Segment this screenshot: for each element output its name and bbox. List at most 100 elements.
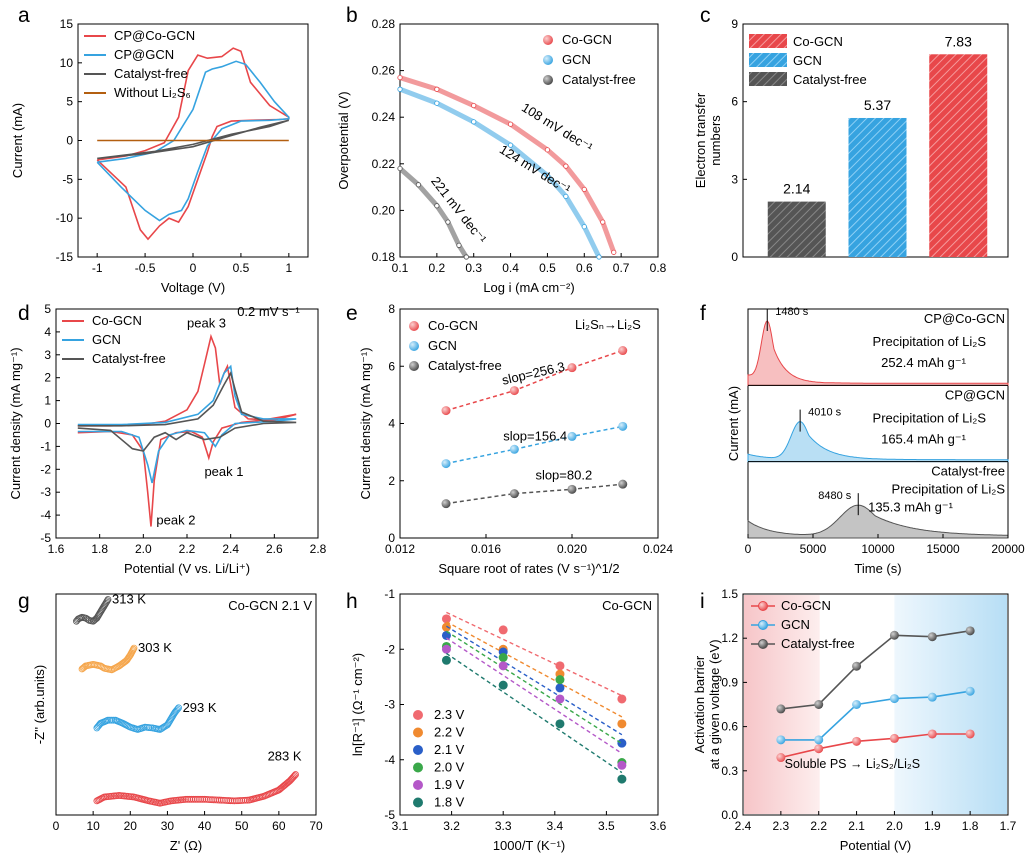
data-point: [434, 203, 440, 209]
x-tick-label: 5000: [800, 542, 827, 556]
y-tick-label: 0: [731, 250, 738, 264]
y-axis-label: Electron transfer: [693, 92, 708, 188]
legend-label: Catalyst-free: [793, 72, 867, 87]
y-tick-label: 0: [66, 134, 73, 148]
data-point: [600, 219, 606, 225]
series-line-Catalyst-free: [77, 371, 297, 452]
data-point: [776, 735, 786, 745]
impedance-point: [290, 773, 298, 781]
legend-label: Catalyst-free: [781, 636, 855, 651]
panel-letter: e: [346, 302, 358, 325]
x-tick-label: 2.0: [135, 542, 152, 556]
impedance-point: [232, 797, 240, 805]
y-tick-label: 15: [60, 17, 74, 31]
impedance-point: [225, 797, 233, 804]
legend-marker: [409, 361, 419, 371]
y-tick-label: 0.20: [372, 203, 396, 217]
impedance-point: [188, 795, 195, 803]
x-tick-label: 0.020: [557, 542, 587, 556]
impedance-point: [221, 796, 229, 804]
bar-value-label: 5.37: [864, 97, 891, 113]
data-point: [555, 661, 565, 671]
x-tick-label: 0: [190, 261, 197, 275]
x-axis-label: Potential (V): [840, 838, 912, 853]
x-tick-label: 50: [235, 819, 249, 833]
impedance-point: [210, 796, 218, 804]
series-line-Co-GCN: [780, 733, 971, 759]
x-tick-label: 3.4: [546, 819, 563, 833]
data-point: [618, 421, 628, 431]
series-line-GCN: [77, 364, 297, 484]
x-axis-label: Time (s): [854, 561, 901, 576]
y-tick-label: 0.24: [372, 110, 396, 124]
series-line-Catalyst-free: [780, 630, 971, 710]
capacity-label: 135.3 mAh g⁻¹: [868, 500, 954, 515]
data-point: [397, 165, 403, 172]
impedance-point: [217, 796, 225, 804]
impedance-point: [292, 771, 299, 778]
y-axis-label: ln[R⁻¹] (Ω⁻¹ cm⁻²): [350, 653, 365, 756]
y-tick-label: 2: [44, 371, 51, 385]
legend-marker: [543, 35, 553, 45]
x-axis-label: Log i (mA cm⁻²): [483, 280, 574, 295]
y-tick-label: -15: [56, 250, 74, 264]
panel-letter: d: [18, 302, 30, 325]
fit-line-1.8 V: [446, 652, 623, 774]
y-tick-label: 0.22: [372, 157, 396, 171]
x-tick-label: 10000: [861, 542, 895, 556]
data-point: [581, 224, 587, 230]
peak-time-label: 8480 s: [818, 490, 852, 502]
x-tick-label: 0.016: [471, 542, 501, 556]
condition-label: Co-GCN 2.1 V: [228, 598, 312, 613]
impedance-point: [186, 795, 194, 803]
bar-value-label: 2.14: [783, 181, 810, 197]
y-tick-label: -4: [384, 753, 395, 767]
x-tick-label: 60: [272, 819, 286, 833]
panel-letter: f: [700, 302, 706, 325]
y-tick-label: -3: [40, 485, 51, 499]
data-point: [618, 346, 628, 356]
data-point: [965, 626, 975, 636]
data-point: [567, 431, 577, 441]
panel-c: 0 3 6 9 Electron transfer numbers 2.14 5.37 7.83…: [693, 4, 1009, 264]
legend-label: 2.3 V: [434, 707, 465, 722]
x-axis-label: Square root of rates (V s⁻¹)^1/2: [438, 561, 619, 576]
impedance-point: [214, 796, 221, 804]
data-point: [441, 622, 451, 632]
annotation: slop=156.4: [503, 429, 567, 444]
y-tick-label: 1.5: [721, 587, 738, 601]
data-point: [567, 484, 577, 494]
data-point: [889, 630, 899, 640]
y-tick-label: 5: [66, 95, 73, 109]
panel-b: 0.1 0.2 0.3 0.4 0.5 0.6 0.7 0.8 0.18 0.20 0.22 0.24…: [336, 4, 667, 295]
subplot-title: CP@GCN: [945, 387, 1005, 402]
legend-label: 2.0 V: [434, 760, 465, 775]
y-tick-label: 1.2: [721, 631, 738, 645]
data-point: [471, 119, 477, 125]
legend-label: Without Li₂S₆: [114, 85, 191, 100]
x-tick-label: 1.9: [924, 819, 941, 833]
data-point: [814, 744, 824, 754]
y-tick-label: 0.3: [721, 764, 738, 778]
data-point: [498, 680, 508, 690]
y-axis-label: Current density (mA mg⁻¹): [8, 347, 23, 499]
series-band-GCN: [399, 86, 602, 259]
legend-marker: [409, 321, 419, 331]
deposition-area-Catalyst-free: [747, 504, 1009, 539]
data-point: [927, 729, 937, 739]
data-point: [509, 386, 519, 396]
annotation: slop=80.2: [535, 467, 592, 482]
data-point: [563, 193, 569, 200]
temperature-label: 293 K: [183, 700, 217, 715]
legend-swatch: [749, 34, 787, 48]
legend-marker: [413, 762, 423, 773]
legend-marker: [758, 639, 768, 649]
legend-marker: [413, 780, 423, 790]
x-tick-label: 1.7: [1000, 819, 1017, 833]
data-point: [441, 655, 451, 665]
capacity-label: 252.4 mAh g⁻¹: [881, 355, 967, 370]
bar-value-label: 7.83: [945, 33, 972, 49]
annotation: peak 3: [187, 315, 226, 330]
data-point: [617, 719, 627, 729]
plot-frame: [742, 593, 1009, 816]
